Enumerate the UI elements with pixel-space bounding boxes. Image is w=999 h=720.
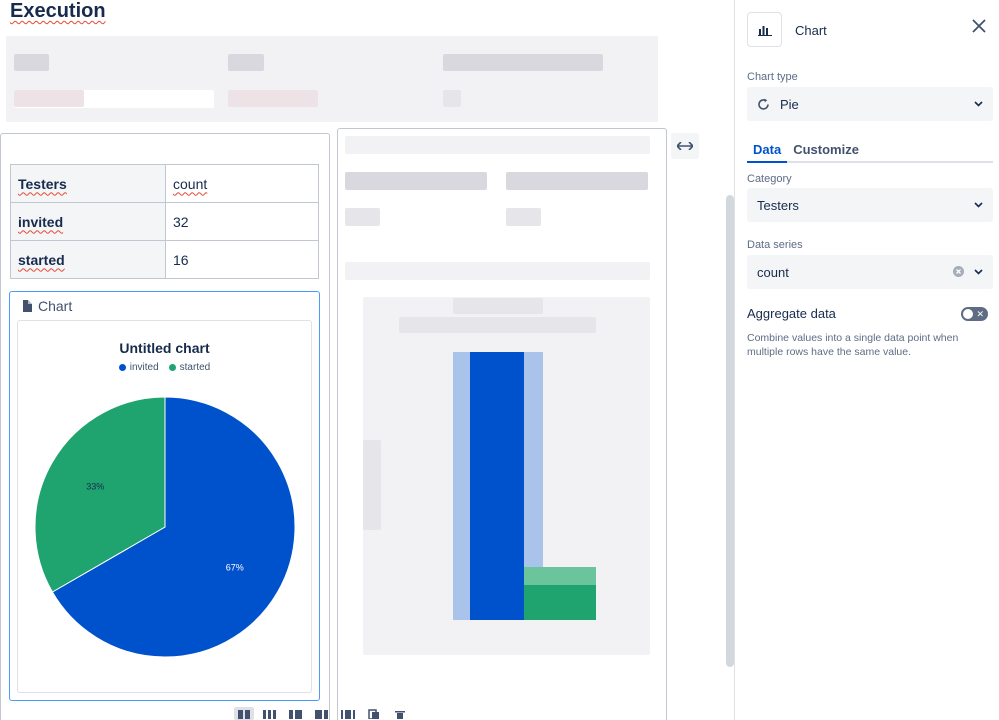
aggregate-data-toggle[interactable]: ✕	[961, 307, 988, 321]
chart-legend: invited started	[17, 362, 312, 373]
scrollbar[interactable]	[726, 195, 734, 667]
blurred-text	[363, 440, 381, 530]
pie-slice-invited[interactable]	[51, 396, 296, 658]
legend-item: started	[168, 362, 211, 373]
table-row: started 16	[10, 240, 319, 279]
toggle-off-icon: ✕	[976, 309, 984, 319]
category-value: Testers	[757, 197, 799, 213]
chart-type-label: Chart type	[747, 71, 798, 83]
blurred-text	[345, 136, 650, 154]
chevron-down-icon	[974, 200, 983, 211]
chart-type-select[interactable]: Pie	[747, 87, 993, 121]
chart-macro-label: Chart	[38, 298, 73, 314]
blurred-bar-started	[524, 585, 596, 620]
expand-arrows-icon	[677, 142, 693, 150]
layout-left-icon[interactable]	[286, 707, 306, 720]
tab-customize[interactable]: Customize	[793, 142, 859, 157]
close-icon[interactable]	[968, 16, 990, 38]
chart-type-badge	[747, 12, 782, 47]
blurred-text	[443, 90, 461, 107]
category-select[interactable]: Testers	[747, 188, 993, 222]
legend-label: started	[179, 362, 211, 373]
layout-wide-icon[interactable]	[338, 707, 358, 720]
table-row: invited 32	[10, 202, 319, 241]
sidebar-title: Chart	[795, 23, 827, 38]
left-column-panel	[0, 133, 330, 720]
testers-table: Testers count invited 32 started 16	[10, 164, 319, 279]
blurred-text	[14, 54, 49, 71]
page-title: Execution	[10, 0, 106, 22]
table-cell: 16	[165, 240, 319, 279]
table-cell: invited	[10, 202, 166, 241]
table-cell: count	[165, 164, 319, 203]
layout-three-col-icon[interactable]	[260, 707, 280, 720]
document-icon	[23, 300, 32, 312]
layout-toolbar	[234, 707, 410, 720]
category-label: Category	[747, 173, 792, 185]
pie-slice-label: 33%	[86, 482, 104, 492]
layout-full-icon[interactable]	[234, 707, 254, 720]
blurred-text	[345, 208, 380, 226]
row-label: invited	[18, 213, 64, 230]
blurred-text	[14, 90, 84, 107]
chevron-down-icon	[974, 99, 983, 110]
copy-icon[interactable]	[364, 707, 384, 720]
toggle-knob	[963, 309, 973, 319]
blurred-text	[345, 172, 487, 190]
row-label: started	[18, 251, 65, 268]
layout-right-icon[interactable]	[312, 707, 332, 720]
data-series-value: count	[757, 264, 789, 280]
chart-title: Untitled chart	[119, 340, 210, 356]
legend-swatch-1	[168, 364, 176, 371]
chevron-down-icon	[974, 267, 983, 278]
aggregate-data-label: Aggregate data	[747, 306, 836, 321]
legend-swatch-0	[118, 364, 126, 371]
table-cell: Testers	[10, 164, 166, 203]
blurred-text	[453, 298, 543, 314]
chart-macro-header: Chart	[22, 298, 72, 314]
table-cell: started	[10, 240, 166, 279]
table-cell: 32	[165, 202, 319, 241]
pie-chart: 67% 33%	[34, 396, 296, 658]
clear-icon[interactable]	[953, 265, 964, 280]
header-label: Testers	[18, 175, 67, 192]
refresh-icon	[758, 98, 769, 110]
data-series-label: Data series	[747, 239, 803, 251]
aggregate-help-text: Combine values into a single data point …	[747, 332, 959, 358]
blurred-text	[228, 54, 264, 71]
blurred-text	[228, 90, 318, 107]
header-value: count	[173, 175, 208, 192]
pie-slice-started[interactable]	[34, 396, 166, 593]
blurred-text	[506, 208, 541, 226]
pie-slice-label: 67%	[226, 562, 244, 572]
expand-width-button[interactable]	[671, 133, 699, 159]
blurred-header-block	[6, 36, 658, 122]
chart-type-value: Pie	[780, 96, 799, 112]
tab-data[interactable]: Data	[747, 141, 788, 163]
delete-icon[interactable]	[390, 707, 410, 720]
legend-item: invited	[118, 362, 159, 373]
sidebar-tabs: Data Customize	[747, 141, 993, 163]
blurred-text	[345, 262, 650, 280]
blurred-text	[399, 317, 596, 333]
table-header-row: Testers count	[10, 164, 319, 203]
sidebar-divider	[734, 0, 735, 720]
preview-panel	[337, 128, 667, 720]
data-series-select[interactable]: count	[747, 255, 993, 289]
blurred-bar-invited	[470, 352, 524, 620]
legend-label: invited	[129, 362, 159, 373]
blurred-text	[443, 54, 603, 71]
bar-chart-icon	[757, 25, 772, 36]
blurred-text	[506, 172, 648, 190]
